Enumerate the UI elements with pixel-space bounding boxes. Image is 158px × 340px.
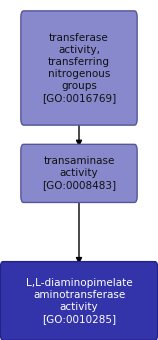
Text: L,L-diaminopimelate
aminotransferase
activity
[GO:0010285]: L,L-diaminopimelate aminotransferase act… [26,278,132,324]
FancyBboxPatch shape [21,144,137,203]
Text: transaminase
activity
[GO:0008483]: transaminase activity [GO:0008483] [42,156,116,190]
Text: transferase
activity,
transferring
nitrogenous
groups
[GO:0016769]: transferase activity, transferring nitro… [42,33,116,103]
FancyBboxPatch shape [0,262,158,340]
FancyBboxPatch shape [21,11,137,125]
